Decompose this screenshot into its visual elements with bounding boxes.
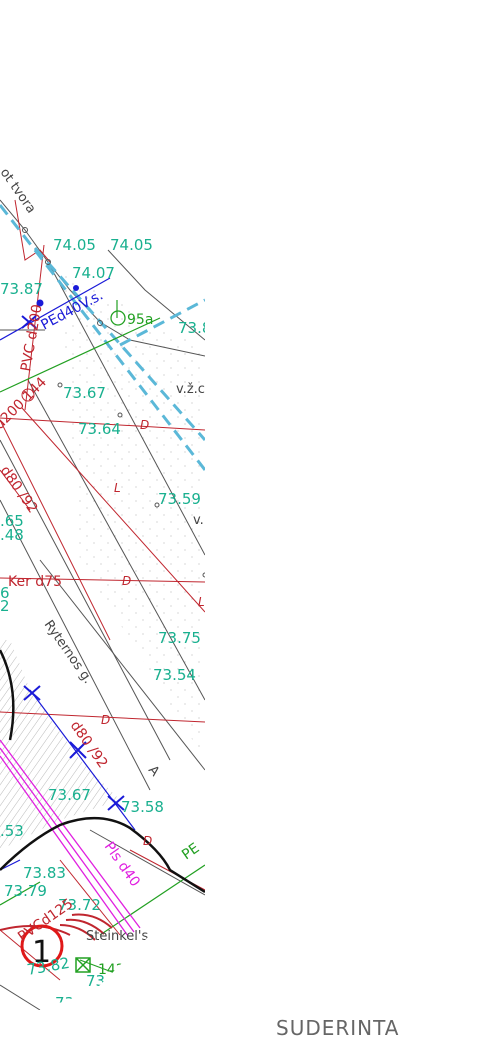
dotted-area xyxy=(60,270,205,760)
elevation-label: 73.87 xyxy=(0,280,43,298)
elevation-label: .65 xyxy=(0,512,24,530)
label-kiemo-tvora: ot tvora xyxy=(0,166,38,217)
elevation-label: 73.79 xyxy=(4,882,47,900)
label-vz: v.ž.c xyxy=(176,382,205,397)
elevation-label: 73.72 xyxy=(58,896,101,914)
valve-icon xyxy=(110,310,126,326)
elevation-label: 74.05 xyxy=(53,236,96,254)
elevation-label: 73.8 xyxy=(178,319,211,337)
manhole-marker xyxy=(20,924,64,968)
sewer-mark: D xyxy=(143,834,152,848)
water-crosses xyxy=(21,315,125,811)
sewer-mark: L xyxy=(114,481,121,495)
water-node xyxy=(36,299,44,307)
elevation-label: 73.58 xyxy=(121,798,164,816)
elevation-label: 73.54 xyxy=(153,666,196,684)
elevation-label: .53 xyxy=(0,822,24,840)
label-d200-144: d200 144 xyxy=(0,374,50,433)
sewer-mark: L xyxy=(198,595,205,609)
elevation-label: 73.88 xyxy=(55,994,98,1012)
sewer-mark: D xyxy=(122,574,131,588)
elevation-label: 2 xyxy=(0,597,10,615)
label-ker-d75: Ker d75 xyxy=(8,574,62,590)
elevation-label: 73.64 xyxy=(78,420,121,438)
road-boundaries xyxy=(0,199,205,1010)
marker-number: 1 xyxy=(32,935,51,970)
label-pvc200: PVC d200 xyxy=(18,303,46,373)
label-ryternos: Ryternos g. xyxy=(41,618,96,687)
elevation-label: 74.07 xyxy=(72,264,115,282)
label-a: A xyxy=(145,763,162,780)
elevation-label: 73.75 xyxy=(158,629,201,647)
elevation-label: 74.05 xyxy=(110,236,153,254)
label-95a: 95a xyxy=(127,312,153,328)
gas-lines xyxy=(0,739,141,937)
label-steinkel: Steinkel's xyxy=(86,929,148,944)
green-cables xyxy=(0,300,205,976)
label-142: 142 xyxy=(98,962,125,978)
elevation-label: 6 xyxy=(0,584,10,602)
label-v: v. xyxy=(193,513,204,528)
sewer-mark: D xyxy=(101,713,110,727)
elevation-label: .48 xyxy=(0,526,24,544)
sheet-title: SUDERINTA xyxy=(276,1016,400,1040)
dashed-cables xyxy=(0,204,205,471)
elevation-label: 73.67 xyxy=(63,384,106,402)
water-node xyxy=(73,285,79,291)
map-drawing: 1 74.05 74.05 74.07 73.87 73.8 73.67 73.… xyxy=(0,166,211,1012)
elevation-label: 73.67 xyxy=(48,786,91,804)
elevation-label: 73.59 xyxy=(158,490,201,508)
label-pls-d40: Pls d40 xyxy=(101,839,143,890)
hydrant-icon xyxy=(75,957,91,973)
sewer-lines xyxy=(0,199,205,981)
curb-lines xyxy=(0,649,205,894)
label-pe: PE xyxy=(179,840,202,863)
elevation-label: 73.83 xyxy=(23,864,66,882)
survey-points xyxy=(21,227,205,578)
sewer-mark: D xyxy=(140,418,149,432)
